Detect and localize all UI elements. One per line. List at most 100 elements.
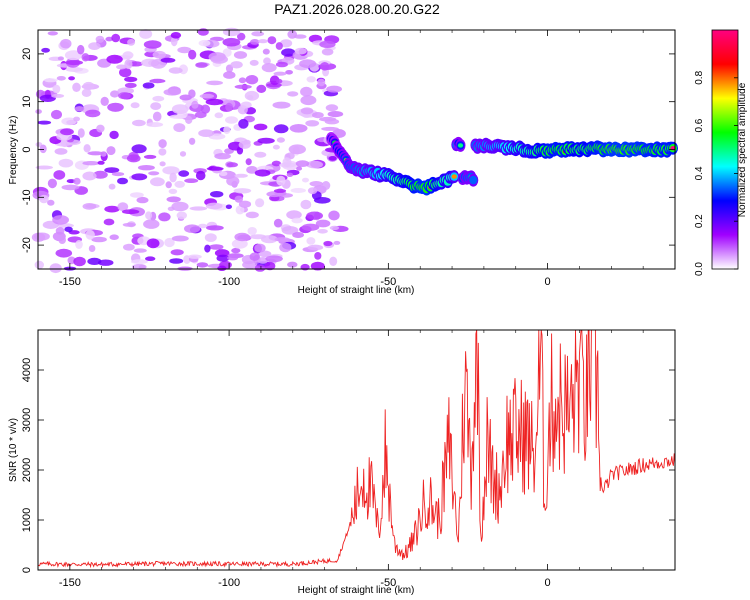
spectrogram-noise-cell [285, 70, 293, 75]
snr-panel: -150 -100 -50 0 0 1000 2000 3000 4000 Height of … [8, 329, 676, 596]
spectrogram-noise-cell [262, 48, 270, 55]
spectrogram-ytick-label: 10 [21, 96, 33, 108]
colorbar-tick-label: 0.8 [694, 70, 705, 84]
spectrogram-noise-cell [276, 137, 285, 143]
spectrogram-noise-cell [77, 44, 85, 55]
spectrogram-noise-cell [93, 170, 108, 179]
spectrogram-noise-cell [210, 55, 228, 64]
spectrogram-noise-cell [143, 40, 162, 49]
spectrogram-noise-cell [226, 162, 238, 168]
snr-ytick-label: 0 [21, 567, 33, 573]
spectrogram-noise-cell [217, 265, 227, 271]
spectrogram-noise-cell [57, 56, 64, 61]
figure-title: PAZ1.2026.028.00.20.G22 [274, 1, 440, 17]
spectrogram-noise-cell [72, 82, 81, 93]
spectrogram-noise-cell [222, 27, 241, 37]
spectrogram-noise-cell [104, 167, 120, 174]
spectrogram-noise-cell [37, 120, 52, 125]
snr-xtick-label: -50 [380, 577, 396, 589]
spectrogram-noise-cell [127, 38, 136, 46]
spectrogram-noise-cell [198, 129, 215, 137]
colorbar-tick-label: 0.0 [694, 262, 705, 276]
spectrogram-noise-cell [307, 244, 324, 251]
spectrogram-noise-cell [109, 130, 119, 140]
spectrogram-noise-cell [184, 224, 201, 233]
spectrogram-noise-cell [315, 219, 331, 228]
spectrogram-noise-cell [47, 199, 55, 206]
spectrogram-noise-cell [130, 192, 144, 198]
spectrogram-noise-cell [173, 123, 186, 133]
spectrogram-noise-cell [237, 32, 246, 41]
spectrogram-noise-cell [302, 177, 309, 183]
spectrogram-noise-cell [305, 120, 320, 127]
spectrogram-noise-cell [200, 104, 211, 114]
spectrogram-noise-cell [300, 263, 310, 271]
snr-ytick-label: 4000 [21, 358, 33, 382]
spectrogram-noise-cell [60, 128, 74, 136]
spectrogram-noise-cell [158, 212, 171, 222]
spectrogram-noise-cell [238, 118, 249, 129]
spectrogram-noise-cell [85, 109, 101, 118]
spectrogram-noise-cell [121, 209, 140, 215]
spectrogram-noise-cell [170, 32, 182, 39]
spectrogram-noise-cell [273, 124, 289, 134]
spectrogram-noise-cell [247, 227, 257, 235]
spectrogram-ytick-label: -20 [21, 237, 33, 253]
spectrogram-noise-cell [314, 252, 322, 260]
spectrogram-noise-cell [273, 218, 283, 228]
spectrogram-noise-cell [209, 244, 224, 250]
spectrogram-noise-cell [204, 244, 211, 253]
spectrogram-noise-cell [253, 123, 268, 131]
spectrogram-noise-cell [295, 160, 310, 168]
spectrogram-noise-cell [245, 75, 259, 85]
spectrogram-noise-cell [288, 144, 306, 155]
spectrogram-noise-cell [225, 204, 232, 210]
snr-ytick-label: 1000 [21, 508, 33, 532]
spectrogram-noise-cell [49, 263, 62, 274]
spectrogram-noise-cell [234, 195, 243, 203]
spectrogram-noise-cell [117, 202, 129, 212]
spectrogram-noise-cell [249, 252, 260, 261]
spectrogram-noise-cell [169, 114, 187, 119]
spectrogram-noise-cell [168, 188, 178, 194]
colorbar-tick-label: 0.6 [694, 118, 705, 132]
spectrogram-noise-cell [310, 261, 325, 271]
spectrogram-noise-cell [300, 95, 317, 106]
spectrogram-noise-cell [52, 84, 61, 94]
spectrogram-noise-cell [185, 115, 193, 124]
spectrogram-noise-cell [111, 172, 125, 177]
colorbar-tick-label: 0.4 [694, 166, 705, 180]
spectrogram-noise-cell [61, 184, 80, 191]
spectrogram-noise-cell [306, 237, 316, 245]
spectrogram-xtick-label: -100 [218, 276, 240, 288]
spectrogram-noise-cell [205, 202, 223, 210]
spectrogram-noise-cell [131, 259, 148, 265]
spectrogram-noise-cell [103, 218, 115, 226]
spectrogram-noise-cell [258, 39, 268, 44]
spectrogram-noise-cell [55, 248, 73, 258]
spectrogram-noise-cell [300, 199, 312, 210]
spectrogram-noise-cell [160, 57, 176, 63]
spectrogram-noise-cell [292, 232, 304, 238]
spectrogram-noise-cell [272, 144, 280, 150]
spectrogram-noise-cell [66, 179, 76, 184]
spectrogram-noise-cell [306, 211, 323, 220]
spectrogram-noise-cell [195, 170, 206, 181]
spectrogram-noise-cell [170, 36, 178, 47]
spectrogram-noise-cell [41, 47, 50, 53]
spectrogram-noise-cell [204, 233, 217, 243]
spectrogram-noise-cell [293, 34, 307, 39]
spectrogram-xtick-label: -150 [59, 276, 81, 288]
spectrogram-noise-cell [233, 51, 248, 59]
snr-xtick-label: 0 [545, 577, 551, 589]
spectrogram-noise-cell [148, 171, 160, 176]
spectrogram-noise-cell [280, 39, 293, 48]
spectrogram-noise-cell [327, 111, 344, 118]
spectrogram-noise-cell [276, 175, 286, 186]
snr-background [38, 330, 675, 570]
spectrogram-noise-cell [254, 264, 266, 272]
spectrogram-noise-cell [152, 50, 166, 59]
spectrogram-noise-cell [210, 191, 224, 198]
spectrogram-noise-cell [81, 88, 92, 98]
spectrogram-noise-cell [97, 160, 105, 165]
